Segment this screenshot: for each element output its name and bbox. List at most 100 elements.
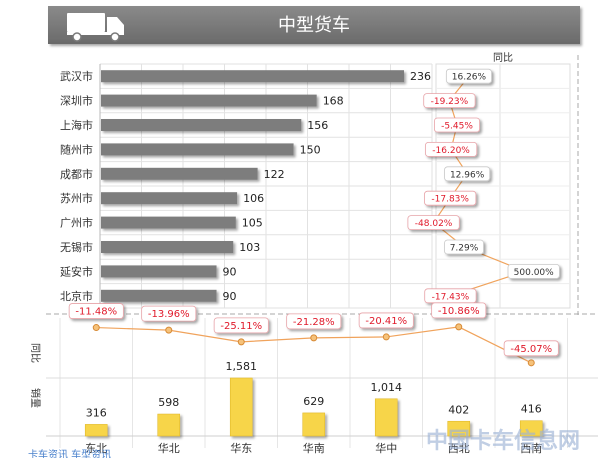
region-category-label: 西北 <box>448 442 470 455</box>
region-yoy-label: -21.28% <box>293 317 335 328</box>
region-yoy-polyline <box>96 326 532 364</box>
city-bar <box>101 192 238 205</box>
region-category-label: 华中 <box>375 441 397 455</box>
yoy-label-box <box>407 215 460 231</box>
city-bar <box>101 119 302 131</box>
yoy-label: -17.83% <box>431 195 469 205</box>
yoy-label-box <box>424 190 477 206</box>
city-bar <box>101 265 217 278</box>
city-label: 随州市 <box>60 142 93 156</box>
region-category-label: 华北 <box>158 441 180 455</box>
region-sales-value-label: 598 <box>158 396 179 409</box>
city-label: 上海市 <box>60 118 93 132</box>
region-yoy-point <box>165 326 173 334</box>
yoy-label-box <box>423 93 476 108</box>
region-yoy-label-box <box>503 340 559 357</box>
yoy-label-box <box>445 68 492 84</box>
city-value-label: 106 <box>243 192 264 205</box>
region-sales-bar <box>229 377 253 437</box>
region-yoy-label: -10.86% <box>438 306 480 317</box>
region-sales-bar <box>302 412 326 437</box>
yoy-label: 7.29% <box>450 244 479 254</box>
region-yoy-point <box>310 334 318 342</box>
region-sales-bar <box>519 420 543 437</box>
yoy-line <box>432 75 527 297</box>
region-sales-bar <box>374 398 398 437</box>
region-yoy-point <box>455 323 463 331</box>
region-sales-bar <box>157 413 181 437</box>
city-bar <box>101 94 317 107</box>
city-value-label: 156 <box>307 119 328 132</box>
city-label: 北京市 <box>60 289 93 303</box>
region-sales-value-label: 1,581 <box>226 360 258 373</box>
city-bar <box>101 216 236 229</box>
city-value-label: 105 <box>242 217 263 230</box>
region-yoy-label: -13.96% <box>148 309 190 320</box>
yoy-label-box <box>434 117 481 133</box>
yoy-panel-title: 同比 <box>493 52 513 64</box>
city-bar <box>101 289 217 302</box>
header-band <box>48 6 580 44</box>
region-sales-value-label: 1,014 <box>371 381 403 394</box>
header: 中型货车 <box>48 6 580 44</box>
yoy-label-box <box>444 166 491 182</box>
region-category-label: 华东 <box>230 441 252 455</box>
yoy-label: 12.96% <box>450 170 485 180</box>
city-bar <box>101 70 404 83</box>
city-label: 成都市 <box>60 167 93 181</box>
region-yoy-label-box <box>141 305 197 322</box>
city-value-label: 103 <box>239 241 260 254</box>
yoy-label-box <box>424 141 478 157</box>
yoy-label: 16.26% <box>452 73 487 83</box>
city-label: 延安市 <box>60 264 93 278</box>
yoy-label: -16.20% <box>432 146 470 156</box>
city-value-label: 236 <box>410 70 431 83</box>
city-label: 苏州市 <box>60 191 93 205</box>
region-sales-bars: 316 东北 598 华北 1,581 华东 629 华南 1,014 华中 402 西北 416 西南 <box>84 360 543 455</box>
region-yoy-point <box>527 359 535 367</box>
city-value-label: 90 <box>223 290 237 303</box>
region-sales-bar <box>447 420 471 437</box>
region-yoy-label: -45.07% <box>510 344 552 355</box>
region-category-label: 西南 <box>520 442 542 455</box>
yoy-label: -19.23% <box>431 97 469 107</box>
region-yoy-label-box <box>431 302 487 319</box>
region-yoy-label-box <box>213 317 269 334</box>
yoy-label: 500.00% <box>514 268 554 278</box>
region-sales-value-label: 416 <box>521 403 542 416</box>
yoy-label-box <box>444 239 484 255</box>
city-value-label: 90 <box>223 265 237 278</box>
region-sales-value-label: 629 <box>303 395 324 408</box>
region-sales-axis-label: 销量 <box>29 388 42 408</box>
region-category-label: 华南 <box>303 441 325 455</box>
region-yoy-label: -11.48% <box>75 307 117 318</box>
region-sales-value-label: 316 <box>86 406 107 419</box>
region-sales-value-label: 402 <box>448 403 469 416</box>
city-bar <box>101 241 234 253</box>
yoy-label: -48.02% <box>415 219 453 229</box>
city-label: 无锡市 <box>60 240 93 254</box>
truck-icon <box>67 13 124 42</box>
yoy-label: -17.43% <box>432 292 470 302</box>
city-bar <box>101 167 258 180</box>
region-yoy-point <box>92 324 100 332</box>
yoy-panel: 16.26% -19.23% -5.45% -16.20% 12.96% -17.83% -… <box>407 63 571 309</box>
city-bars: 武汉市 236 深圳市 168 上海市 156 随州市 150 成都市 122 苏州市 106 广州市 1… <box>60 69 431 303</box>
footer-link[interactable]: 卡车资讯 车型资讯 <box>28 448 111 458</box>
yoy-label: -5.45% <box>441 122 473 132</box>
city-value-label: 168 <box>323 95 344 108</box>
region-yoy-label-box <box>286 313 342 330</box>
page-title: 中型货车 <box>278 15 350 36</box>
city-bar <box>101 143 294 156</box>
city-value-label: 150 <box>300 143 321 156</box>
region-category-label: 东北 <box>85 442 107 455</box>
city-value-label: 122 <box>264 168 285 181</box>
city-label: 广州市 <box>60 216 93 230</box>
region-yoy-label: -25.11% <box>220 321 262 332</box>
watermark: 中国卡车信息网 <box>426 428 580 454</box>
yoy-label-box <box>507 263 560 279</box>
region-yoy-point <box>382 333 390 341</box>
region-yoy-label: -20.41% <box>365 316 407 327</box>
region-yoy-label-box <box>68 303 124 319</box>
